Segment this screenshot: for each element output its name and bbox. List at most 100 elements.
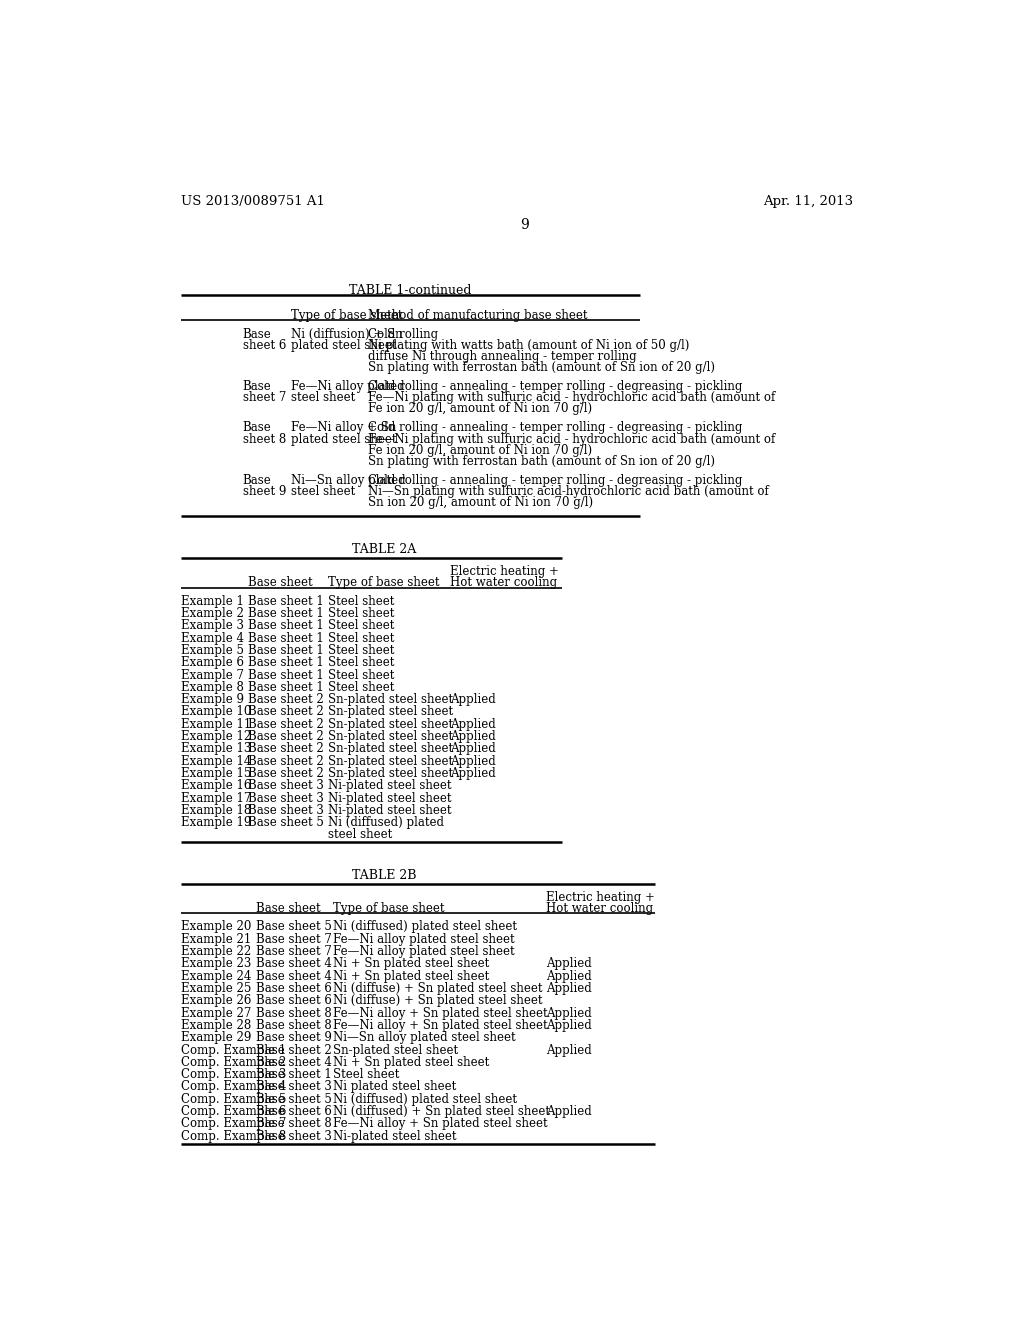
Text: plated steel sheet: plated steel sheet: [291, 339, 396, 352]
Text: Example 11: Example 11: [180, 718, 251, 731]
Text: Base sheet 5: Base sheet 5: [248, 816, 324, 829]
Text: Example 18: Example 18: [180, 804, 251, 817]
Text: Example 13: Example 13: [180, 742, 251, 755]
Text: Electric heating +: Electric heating +: [547, 891, 655, 904]
Text: Sn-plated steel sheet: Sn-plated steel sheet: [328, 718, 453, 731]
Text: Base sheet 7: Base sheet 7: [256, 945, 332, 958]
Text: steel sheet: steel sheet: [291, 484, 355, 498]
Text: TABLE 1-continued: TABLE 1-continued: [349, 284, 471, 297]
Text: Fe—Ni alloy plated: Fe—Ni alloy plated: [291, 380, 404, 393]
Text: steel sheet: steel sheet: [291, 391, 355, 404]
Text: Steel sheet: Steel sheet: [328, 668, 394, 681]
Text: Example 4: Example 4: [180, 631, 244, 644]
Text: Example 19: Example 19: [180, 816, 251, 829]
Text: Steel sheet: Steel sheet: [328, 644, 394, 657]
Text: Applied: Applied: [450, 767, 496, 780]
Text: Example 25: Example 25: [180, 982, 251, 995]
Text: Base sheet 3: Base sheet 3: [248, 804, 324, 817]
Text: Method of manufacturing base sheet: Method of manufacturing base sheet: [369, 309, 588, 322]
Text: Example 10: Example 10: [180, 705, 251, 718]
Text: Example 26: Example 26: [180, 994, 251, 1007]
Text: Example 20: Example 20: [180, 920, 251, 933]
Text: Hot water cooling: Hot water cooling: [547, 902, 653, 915]
Text: plated steel sheet: plated steel sheet: [291, 433, 396, 446]
Text: Base sheet 1: Base sheet 1: [248, 607, 324, 620]
Text: Example 2: Example 2: [180, 607, 244, 620]
Text: Ni + Sn plated steel sheet: Ni + Sn plated steel sheet: [334, 957, 489, 970]
Text: Base sheet 1: Base sheet 1: [248, 656, 324, 669]
Text: Comp. Example 2: Comp. Example 2: [180, 1056, 286, 1069]
Text: Fe—Ni alloy + Sn plated steel sheet: Fe—Ni alloy + Sn plated steel sheet: [334, 1118, 548, 1130]
Text: Base: Base: [243, 474, 271, 487]
Text: Sn-plated steel sheet: Sn-plated steel sheet: [328, 767, 453, 780]
Text: sheet 8: sheet 8: [243, 433, 286, 446]
Text: Comp. Example 3: Comp. Example 3: [180, 1068, 286, 1081]
Text: Type of base sheet: Type of base sheet: [328, 576, 439, 589]
Text: Base: Base: [243, 380, 271, 393]
Text: diffuse Ni through annealing - temper rolling: diffuse Ni through annealing - temper ro…: [369, 350, 637, 363]
Text: Example 27: Example 27: [180, 1007, 251, 1019]
Text: Base sheet 4: Base sheet 4: [256, 1056, 332, 1069]
Text: Ni (diffuse) + Sn plated steel sheet: Ni (diffuse) + Sn plated steel sheet: [334, 982, 543, 995]
Text: Fe—Ni plating with sulfuric acid - hydrochloric acid bath (amount of: Fe—Ni plating with sulfuric acid - hydro…: [369, 433, 775, 446]
Text: Base sheet 4: Base sheet 4: [256, 957, 332, 970]
Text: Base sheet: Base sheet: [256, 902, 321, 915]
Text: Base sheet 2: Base sheet 2: [248, 730, 324, 743]
Text: Ni—Sn alloy plated steel sheet: Ni—Sn alloy plated steel sheet: [334, 1031, 516, 1044]
Text: Steel sheet: Steel sheet: [328, 594, 394, 607]
Text: US 2013/0089751 A1: US 2013/0089751 A1: [180, 195, 325, 209]
Text: Hot water cooling: Hot water cooling: [450, 576, 557, 589]
Text: Sn-plated steel sheet: Sn-plated steel sheet: [334, 1044, 459, 1056]
Text: Example 3: Example 3: [180, 619, 244, 632]
Text: Base sheet 8: Base sheet 8: [256, 1118, 332, 1130]
Text: Ni (diffused) plated: Ni (diffused) plated: [328, 816, 444, 829]
Text: steel sheet: steel sheet: [328, 828, 392, 841]
Text: Cold rolling - annealing - temper rolling - degreasing - pickling: Cold rolling - annealing - temper rollin…: [369, 421, 742, 434]
Text: Applied: Applied: [547, 1105, 592, 1118]
Text: Base: Base: [243, 327, 271, 341]
Text: Comp. Example 6: Comp. Example 6: [180, 1105, 286, 1118]
Text: Sn ion 20 g/l, amount of Ni ion 70 g/l): Sn ion 20 g/l, amount of Ni ion 70 g/l): [369, 496, 593, 510]
Text: Base sheet 4: Base sheet 4: [256, 970, 332, 982]
Text: TABLE 2B: TABLE 2B: [351, 869, 416, 882]
Text: Base sheet 2: Base sheet 2: [248, 755, 324, 768]
Text: Base sheet 7: Base sheet 7: [256, 933, 332, 945]
Text: sheet 6: sheet 6: [243, 339, 286, 352]
Text: Base sheet 2: Base sheet 2: [248, 705, 324, 718]
Text: Sn-plated steel sheet: Sn-plated steel sheet: [328, 730, 453, 743]
Text: Example 5: Example 5: [180, 644, 244, 657]
Text: Fe—Ni alloy plated steel sheet: Fe—Ni alloy plated steel sheet: [334, 945, 515, 958]
Text: 9: 9: [520, 218, 529, 232]
Text: Apr. 11, 2013: Apr. 11, 2013: [764, 195, 854, 209]
Text: Example 21: Example 21: [180, 933, 251, 945]
Text: Base sheet 5: Base sheet 5: [256, 920, 332, 933]
Text: Steel sheet: Steel sheet: [334, 1068, 399, 1081]
Text: Steel sheet: Steel sheet: [328, 607, 394, 620]
Text: Cold rolling: Cold rolling: [369, 327, 438, 341]
Text: Comp. Example 5: Comp. Example 5: [180, 1093, 286, 1106]
Text: Example 28: Example 28: [180, 1019, 251, 1032]
Text: Example 14: Example 14: [180, 755, 251, 768]
Text: Base sheet: Base sheet: [248, 576, 312, 589]
Text: Ni (diffuse) + Sn plated steel sheet: Ni (diffuse) + Sn plated steel sheet: [334, 994, 543, 1007]
Text: Applied: Applied: [547, 1044, 592, 1056]
Text: Ni + Sn plated steel sheet: Ni + Sn plated steel sheet: [334, 970, 489, 982]
Text: Example 6: Example 6: [180, 656, 244, 669]
Text: Applied: Applied: [547, 957, 592, 970]
Text: Base sheet 2: Base sheet 2: [248, 718, 324, 731]
Text: Base sheet 2: Base sheet 2: [248, 767, 324, 780]
Text: Applied: Applied: [450, 718, 496, 731]
Text: Ni (diffused) plated steel sheet: Ni (diffused) plated steel sheet: [334, 1093, 517, 1106]
Text: Type of base sheet: Type of base sheet: [291, 309, 402, 322]
Text: Cold rolling - annealing - temper rolling - degreasing - pickling: Cold rolling - annealing - temper rollin…: [369, 380, 742, 393]
Text: Example 17: Example 17: [180, 792, 251, 805]
Text: Base sheet 6: Base sheet 6: [256, 982, 332, 995]
Text: Sn plating with ferrostan bath (amount of Sn ion of 20 g/l): Sn plating with ferrostan bath (amount o…: [369, 362, 715, 375]
Text: Ni-plated steel sheet: Ni-plated steel sheet: [328, 779, 452, 792]
Text: Example 9: Example 9: [180, 693, 244, 706]
Text: Ni plating with watts bath (amount of Ni ion of 50 g/l): Ni plating with watts bath (amount of Ni…: [369, 339, 689, 352]
Text: Example 15: Example 15: [180, 767, 251, 780]
Text: Example 12: Example 12: [180, 730, 251, 743]
Text: Base sheet 6: Base sheet 6: [256, 994, 332, 1007]
Text: Base sheet 2: Base sheet 2: [248, 742, 324, 755]
